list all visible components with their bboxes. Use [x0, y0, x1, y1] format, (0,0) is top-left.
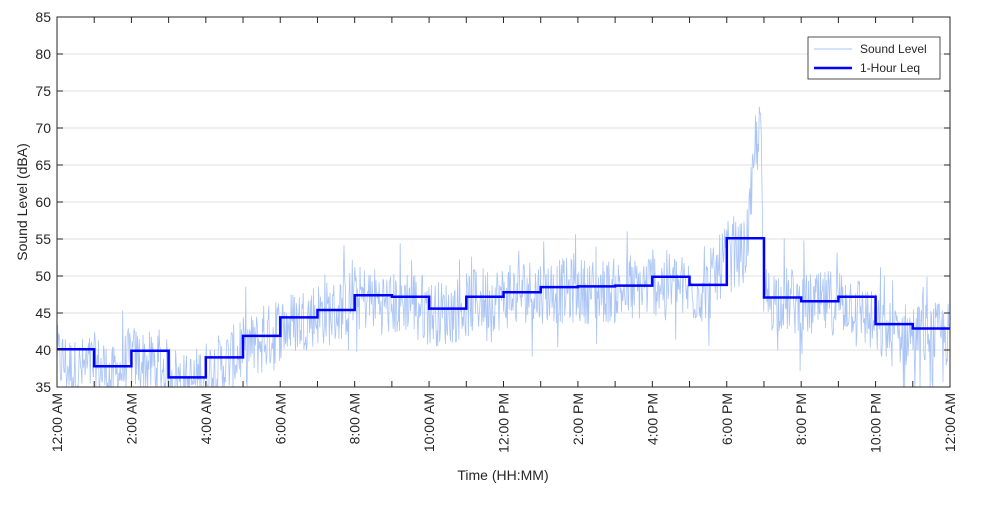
x-tick-label: 12:00 AM — [942, 393, 958, 452]
legend-label-leq: 1-Hour Leq — [860, 61, 920, 75]
series-leq-line — [57, 237, 950, 379]
legend-box — [807, 36, 941, 80]
legend: Sound Level 1-Hour Leq — [807, 36, 941, 80]
y-tick-label: 35 — [35, 379, 51, 395]
y-tick-label: 55 — [35, 231, 51, 247]
y-tick-label: 65 — [35, 157, 51, 173]
y-tick-label: 45 — [35, 305, 51, 321]
x-tick-label: 8:00 PM — [793, 393, 809, 445]
x-tick-label: 10:00 AM — [421, 393, 437, 452]
x-tick-label: 6:00 AM — [272, 393, 288, 444]
x-tick-label: 12:00 AM — [49, 393, 65, 452]
y-tick-label: 80 — [35, 46, 51, 62]
y-tick-label: 70 — [35, 120, 51, 136]
series-sound-level-line — [56, 106, 951, 389]
y-tick-label: 40 — [35, 342, 51, 358]
x-tick-label: 12:00 PM — [496, 393, 512, 453]
x-tick-label: 8:00 AM — [347, 393, 363, 444]
x-tick-label: 10:00 PM — [868, 393, 884, 453]
x-tick-label: 6:00 PM — [719, 393, 735, 445]
y-tick-label: 85 — [35, 9, 51, 25]
legend-label-sound-level: Sound Level — [860, 42, 927, 56]
x-tick-label: 2:00 AM — [123, 393, 139, 444]
x-tick-label: 4:00 PM — [644, 393, 660, 445]
series-layer — [56, 106, 951, 389]
x-tick-label: 2:00 PM — [570, 393, 586, 445]
ticks: 35 40 45 50 55 60 65 70 75 80 85 12:00 AM 2:00 AM 4:0… — [35, 9, 958, 453]
x-axis-label: Time (HH:MM) — [457, 467, 548, 483]
y-tick-label: 60 — [35, 194, 51, 210]
x-tick-label: 4:00 AM — [198, 393, 214, 444]
y-tick-label: 50 — [35, 268, 51, 284]
y-tick-label: 75 — [35, 83, 51, 99]
y-axis-label: Sound Level (dBA) — [14, 143, 30, 261]
